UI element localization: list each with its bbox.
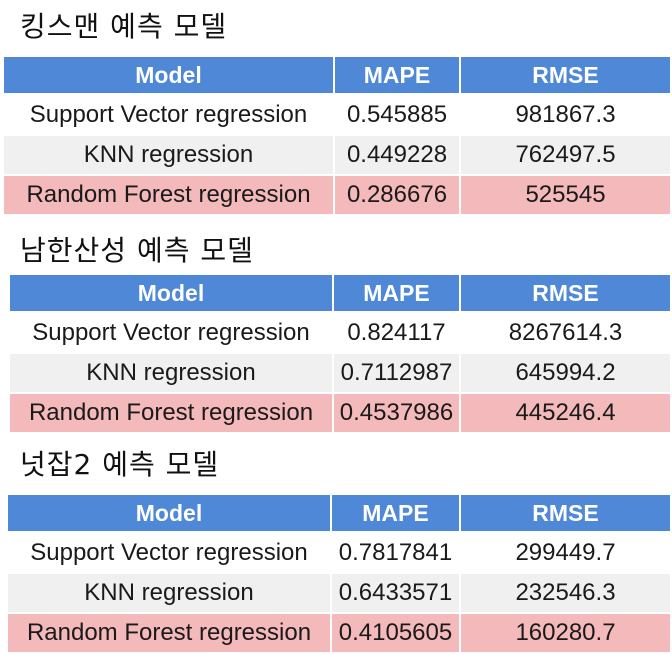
cell-mape: 0.286676 <box>335 176 461 216</box>
header-model: Model <box>4 57 335 95</box>
table-row: Support Vector regression 0.7817841 2994… <box>8 533 670 574</box>
table-row-highlighted: Random Forest regression 0.286676 525545 <box>4 176 670 216</box>
cell-model: KNN regression <box>10 354 334 394</box>
table-row: Support Vector regression 0.824117 82676… <box>10 313 670 354</box>
results-table-kingsman: Model MAPE RMSE Support Vector regressio… <box>4 57 670 216</box>
section-title-namhansanseong: 남한산성 예측 모델 <box>20 234 254 267</box>
cell-mape: 0.4105605 <box>332 614 461 654</box>
cell-model: KNN regression <box>4 136 335 176</box>
cell-rmse: 525545 <box>461 176 670 216</box>
cell-rmse: 762497.5 <box>461 136 670 176</box>
cell-model: Support Vector regression <box>10 313 334 354</box>
header-mape: MAPE <box>334 275 461 313</box>
cell-mape: 0.7817841 <box>332 533 461 574</box>
cell-model: KNN regression <box>8 574 332 614</box>
cell-rmse: 645994.2 <box>461 354 670 394</box>
cell-rmse: 445246.4 <box>461 394 670 434</box>
cell-model: Support Vector regression <box>8 533 332 574</box>
cell-rmse: 981867.3 <box>461 95 670 136</box>
section-title-kingsman: 킹스맨 예측 모델 <box>20 10 228 43</box>
results-table-namhansanseong: Model MAPE RMSE Support Vector regressio… <box>10 275 670 434</box>
cell-model: Random Forest regression <box>4 176 335 216</box>
table-header-row: Model MAPE RMSE <box>10 275 670 313</box>
table-row: KNN regression 0.7112987 645994.2 <box>10 354 670 394</box>
cell-mape: 0.6433571 <box>332 574 461 614</box>
header-model: Model <box>8 495 332 533</box>
cell-mape: 0.449228 <box>335 136 461 176</box>
cell-mape: 0.7112987 <box>334 354 461 394</box>
cell-mape: 0.824117 <box>334 313 461 354</box>
table-row: KNN regression 0.6433571 232546.3 <box>8 574 670 614</box>
cell-model: Support Vector regression <box>4 95 335 136</box>
table-row-highlighted: Random Forest regression 0.4105605 16028… <box>8 614 670 654</box>
cell-mape: 0.545885 <box>335 95 461 136</box>
cell-mape: 0.4537986 <box>334 394 461 434</box>
cell-rmse: 232546.3 <box>461 574 670 614</box>
table-row-highlighted: Random Forest regression 0.4537986 44524… <box>10 394 670 434</box>
table-row: KNN regression 0.449228 762497.5 <box>4 136 670 176</box>
header-mape: MAPE <box>335 57 461 95</box>
cell-rmse: 8267614.3 <box>461 313 670 354</box>
header-model: Model <box>10 275 334 313</box>
cell-model: Random Forest regression <box>10 394 334 434</box>
results-table-nutjob2: Model MAPE RMSE Support Vector regressio… <box>8 495 670 654</box>
table-header-row: Model MAPE RMSE <box>4 57 670 95</box>
header-mape: MAPE <box>332 495 461 533</box>
cell-rmse: 160280.7 <box>461 614 670 654</box>
table-row: Support Vector regression 0.545885 98186… <box>4 95 670 136</box>
cell-model: Random Forest regression <box>8 614 332 654</box>
table-header-row: Model MAPE RMSE <box>8 495 670 533</box>
section-title-nutjob2: 넛잡2 예측 모델 <box>20 448 220 481</box>
cell-rmse: 299449.7 <box>461 533 670 574</box>
header-rmse: RMSE <box>461 275 670 313</box>
header-rmse: RMSE <box>461 57 670 95</box>
header-rmse: RMSE <box>461 495 670 533</box>
